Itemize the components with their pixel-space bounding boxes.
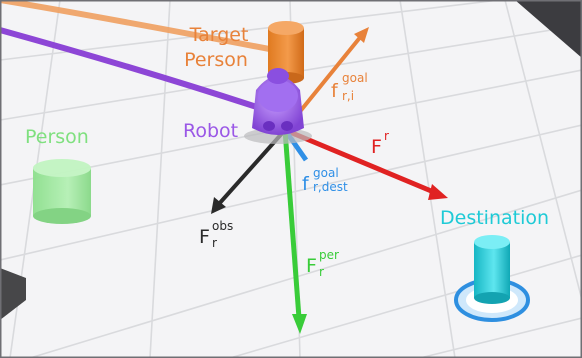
force-resultant-sup: r xyxy=(384,129,389,143)
force-goal-dest-sup: goal xyxy=(313,166,339,180)
robot-path xyxy=(0,27,273,115)
robot-label: Robot xyxy=(183,120,238,142)
force-resultant-base: F xyxy=(371,136,382,158)
force-goal-dest-base: f xyxy=(302,173,310,195)
force-goal-i-base: f xyxy=(331,80,339,102)
force-goal-i-sub: r,i xyxy=(342,89,354,103)
force-person-sup: per xyxy=(319,248,339,262)
destination-marker xyxy=(454,235,530,322)
force-label-resultant: F r xyxy=(371,129,389,158)
force-person-base: F xyxy=(306,255,317,277)
floor-step xyxy=(0,268,26,320)
force-arrow-person xyxy=(282,129,307,334)
force-goal-i-sup: goal xyxy=(342,71,368,85)
robot xyxy=(244,68,312,144)
force-arrow-resultant xyxy=(284,127,448,200)
force-label-obstacle: F obs r xyxy=(199,219,233,250)
target-person-path xyxy=(0,0,286,55)
force-label-person: F per r xyxy=(306,248,339,279)
force-person-sub: r xyxy=(319,265,324,279)
force-obstacle-sup: obs xyxy=(212,219,233,233)
force-goal-dest-sub: r,dest xyxy=(313,180,348,194)
person-label: Person xyxy=(25,126,89,148)
force-obstacle-sub: r xyxy=(212,236,217,250)
force-label-goal-dest: f goal r,dest xyxy=(302,166,348,195)
force-label-goal-i: f goal r,i xyxy=(331,71,368,103)
person-cylinder xyxy=(33,159,91,224)
target-label-line1: Target xyxy=(189,24,249,46)
force-obstacle-base: F xyxy=(199,226,210,248)
target-label-line2: Person xyxy=(184,49,248,71)
destination-label: Destination xyxy=(440,207,549,229)
wall-corner xyxy=(515,0,582,58)
